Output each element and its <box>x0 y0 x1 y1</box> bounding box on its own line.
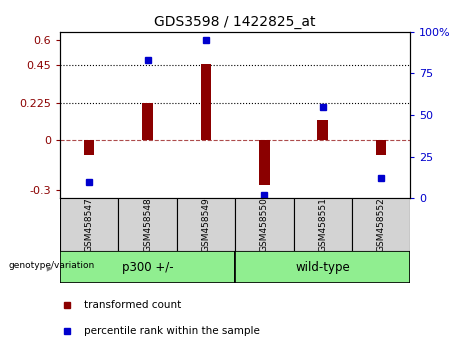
Bar <box>84 140 95 155</box>
Bar <box>201 64 211 140</box>
Bar <box>235 198 294 251</box>
Bar <box>235 251 410 283</box>
Text: GSM458551: GSM458551 <box>318 197 327 252</box>
Text: GSM458548: GSM458548 <box>143 198 152 252</box>
Bar <box>294 198 352 251</box>
Text: transformed count: transformed count <box>84 299 182 310</box>
Bar <box>177 198 235 251</box>
Bar <box>60 198 118 251</box>
Bar <box>376 140 386 155</box>
Text: GSM458552: GSM458552 <box>377 198 385 252</box>
Text: GSM458547: GSM458547 <box>85 198 94 252</box>
Bar <box>60 251 235 283</box>
Bar <box>352 198 410 251</box>
Title: GDS3598 / 1422825_at: GDS3598 / 1422825_at <box>154 16 316 29</box>
Bar <box>118 198 177 251</box>
Text: GSM458549: GSM458549 <box>201 198 210 252</box>
Bar <box>142 103 153 140</box>
Bar <box>259 140 270 185</box>
Text: p300 +/-: p300 +/- <box>122 261 173 274</box>
Text: percentile rank within the sample: percentile rank within the sample <box>84 326 260 336</box>
Text: GSM458550: GSM458550 <box>260 197 269 252</box>
Text: wild-type: wild-type <box>296 261 350 274</box>
Bar <box>318 120 328 140</box>
Text: genotype/variation: genotype/variation <box>9 261 95 270</box>
